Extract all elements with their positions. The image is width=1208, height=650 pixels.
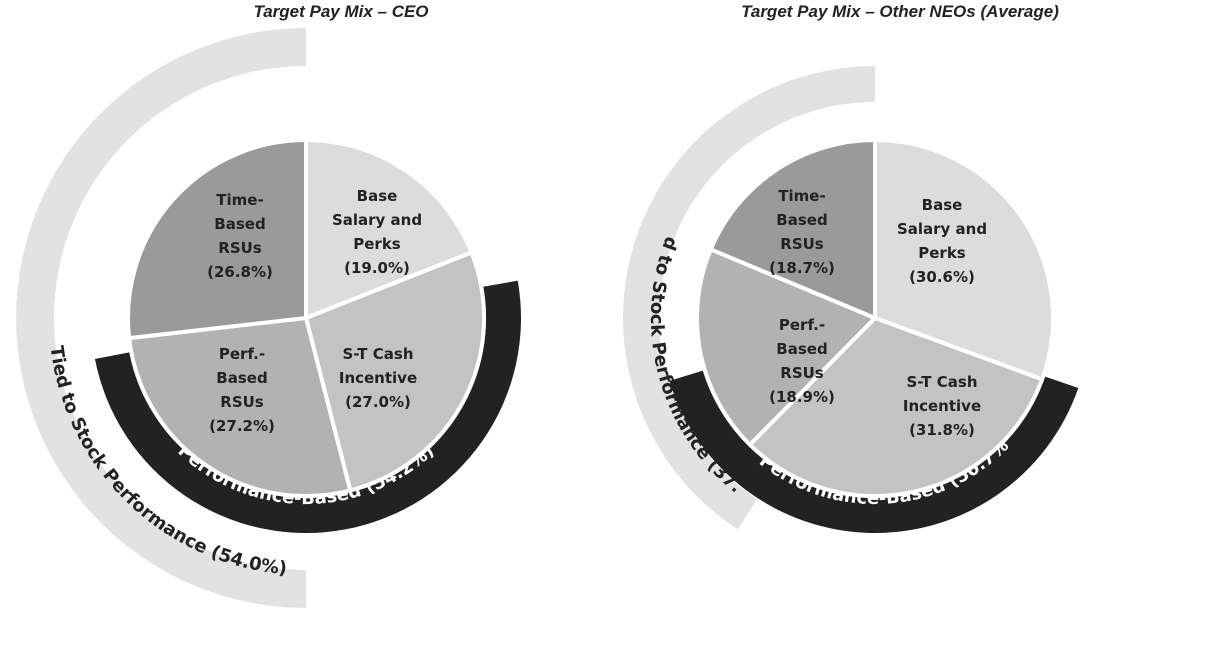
tied-to-stock-performance-band bbox=[16, 28, 306, 608]
slice-label-base-salary-and-perks: Base Salary and Perks (30.6%) bbox=[897, 196, 987, 286]
performance-based-band bbox=[94, 280, 521, 533]
pie-slice-perf-based-rsus bbox=[127, 316, 353, 498]
slice-label-perf-based-rsus: Perf.-Based RSUs (18.9%) bbox=[769, 316, 835, 406]
chart-title: Target Pay Mix – Other NEOs (Average) bbox=[741, 2, 1059, 21]
pie-slice-time-based-rsus bbox=[126, 138, 308, 341]
slice-label-s-t-cash-incentive: S-T Cash Incentive (31.8%) bbox=[903, 373, 981, 439]
pie-slice-base-salary-and-perks bbox=[873, 138, 1055, 382]
slice-label-perf-based-rsus: Perf.-Based RSUs (27.2%) bbox=[209, 345, 275, 435]
pie-slice-perf-based-rsus bbox=[695, 247, 877, 447]
pie-slice-time-based-rsus bbox=[708, 138, 877, 320]
chart-title: Target Pay Mix – CEO bbox=[253, 2, 428, 21]
slice-label-time-based-rsus: Time-Based RSUs (26.8%) bbox=[207, 191, 273, 281]
pie-slice-base-salary-and-perks bbox=[304, 138, 474, 320]
slice-label-base-salary-and-perks: Base Salary and Perks (19.0%) bbox=[332, 187, 422, 277]
performance-based-band bbox=[669, 370, 1079, 533]
slice-label-s-t-cash-incentive: S-T Cash Incentive (27.0%) bbox=[339, 345, 417, 411]
pie-slice-s-t-cash-incentive bbox=[304, 250, 486, 493]
tied-to-stock-performance-band bbox=[623, 65, 875, 530]
pie-slice-s-t-cash-incentive bbox=[747, 316, 1045, 498]
ceo-pay-mix-chart: Target Pay Mix – CEO Tied to Stock Perfo… bbox=[16, 2, 521, 608]
slice-label-time-based-rsus: Time-Based RSUs (18.7%) bbox=[769, 187, 835, 277]
